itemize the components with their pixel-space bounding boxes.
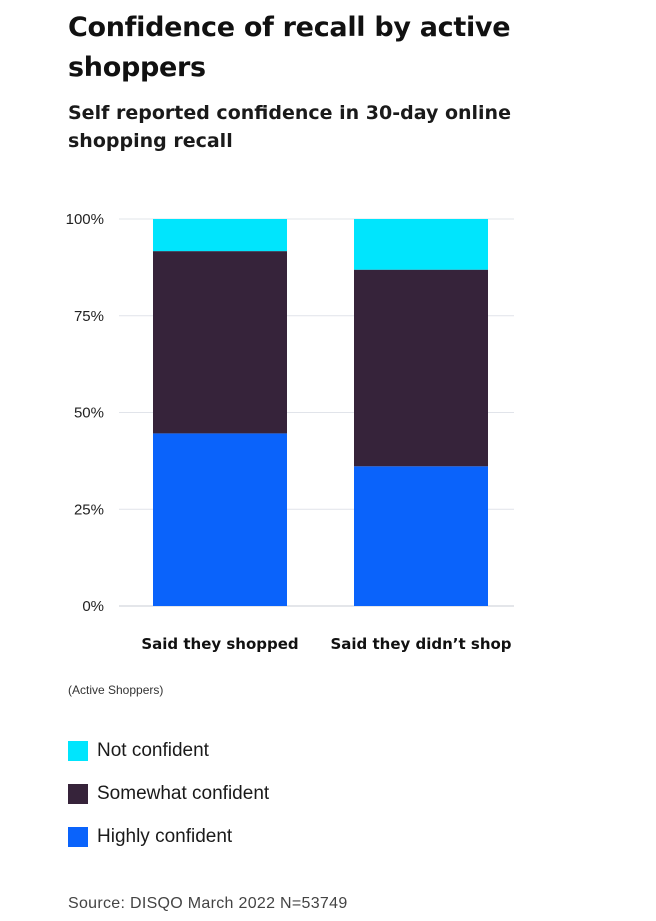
x-category-label: Said they didn’t shop xyxy=(330,635,511,653)
y-tick-label: 0% xyxy=(82,598,104,615)
y-tick-label: 75% xyxy=(74,308,104,325)
legend-item-not-confident: Not confident xyxy=(68,740,269,762)
legend-item-somewhat-confident: Somewhat confident xyxy=(68,783,269,805)
source-note: Source: DISQO March 2022 N=53749 xyxy=(68,895,348,912)
x-category-label: Said they shopped xyxy=(141,635,298,653)
legend-label: Highly confident xyxy=(97,826,233,847)
chart-subtitle: Self reported confidence in 30-day onlin… xyxy=(68,102,511,152)
legend-swatch xyxy=(68,827,88,847)
chart-title: Confidence of recall by active shoppers xyxy=(68,12,511,83)
y-tick-label: 25% xyxy=(74,501,104,518)
bar-segment-somewhat-confident xyxy=(153,251,287,434)
bar-segment-not-confident xyxy=(354,219,488,270)
legend-label: Somewhat confident xyxy=(97,783,270,804)
legend-label: Not confident xyxy=(97,740,209,761)
y-tick-label: 100% xyxy=(66,211,104,228)
bar-segment-not-confident xyxy=(153,219,287,252)
legend-swatch xyxy=(68,741,88,761)
legend: Not confident Somewhat confident Highly … xyxy=(68,740,269,869)
stacked-bar-chart: 0% 25% 50% 75% 100% Said they shopped Said the… xyxy=(66,211,514,653)
y-tick-label: 50% xyxy=(74,405,104,422)
bar-segment-highly-confident xyxy=(153,433,287,606)
legend-item-highly-confident: Highly confident xyxy=(68,826,269,848)
legend-swatch xyxy=(68,784,88,804)
population-note: (Active Shoppers) xyxy=(68,683,164,697)
bar-segment-somewhat-confident xyxy=(354,269,488,467)
bar-segment-highly-confident xyxy=(354,466,488,606)
